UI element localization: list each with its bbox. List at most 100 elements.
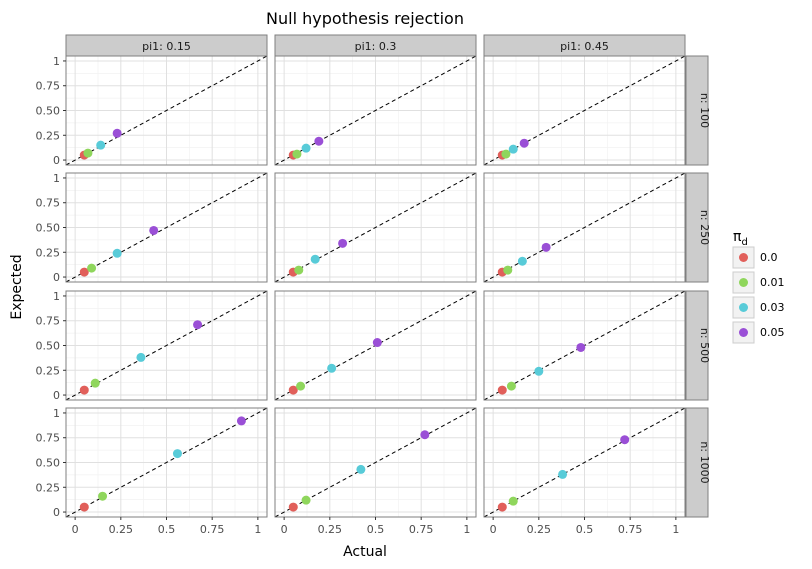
- data-point: [172, 449, 182, 459]
- data-point: [83, 148, 93, 158]
- facet-panel: 0 0.25 0.50 0.75 1: [36, 172, 268, 284]
- y-tick-label: 0.25: [36, 364, 61, 377]
- panel-border: [483, 172, 686, 283]
- data-point: [314, 136, 324, 146]
- y-tick-label: 0.50: [36, 340, 61, 353]
- legend-swatch: [739, 253, 748, 262]
- x-tick-label: 1: [672, 523, 679, 536]
- facet-panel: 0 0.25 0.5 0.75 1: [274, 407, 477, 536]
- x-axis-label: Actual: [343, 544, 387, 560]
- data-point: [508, 496, 518, 506]
- y-tick-label: 0.25: [36, 246, 61, 259]
- x-tick-label: 1: [254, 523, 261, 536]
- legend-label: 0.03: [760, 301, 785, 314]
- data-point: [98, 491, 108, 501]
- data-point: [497, 502, 507, 512]
- legend-title-main: π: [733, 229, 742, 245]
- panel-border: [274, 172, 477, 283]
- x-tick-label: 0.25: [318, 523, 343, 536]
- facet-panel: 0 0.25 0.50 0.75 1 0 0.25 0.5 0.75 1: [36, 407, 268, 536]
- row-strip-label: n: 1000: [698, 441, 711, 483]
- identity-reference-line: [483, 407, 686, 518]
- y-axis-label: Expected: [9, 254, 25, 319]
- facet-panel: [274, 55, 477, 166]
- facet-panel: [483, 55, 686, 166]
- data-point: [420, 430, 430, 440]
- data-point: [112, 128, 122, 138]
- legend-swatch: [739, 303, 748, 312]
- legend-label: 0.0: [760, 251, 778, 264]
- x-tick-label: 0.5: [367, 523, 385, 536]
- data-point: [292, 149, 302, 159]
- y-tick-label: 1: [53, 407, 60, 420]
- panel-border: [483, 55, 686, 166]
- data-point: [288, 385, 298, 395]
- x-tick-label: 0: [490, 523, 497, 536]
- identity-reference-line: [483, 172, 686, 283]
- data-point: [503, 265, 513, 275]
- y-tick-label: 1: [53, 172, 60, 185]
- chart-title: Null hypothesis rejection: [266, 9, 464, 28]
- data-point: [558, 469, 568, 479]
- x-tick-label: 0.75: [200, 523, 225, 536]
- data-point: [79, 385, 89, 395]
- data-point: [136, 352, 146, 362]
- x-tick-label: 0.25: [527, 523, 552, 536]
- row-strip: [685, 407, 709, 518]
- row-strip: [685, 290, 709, 401]
- data-point: [310, 254, 320, 264]
- data-point: [236, 416, 246, 426]
- data-point: [576, 342, 586, 352]
- facet-panel: 0 0.25 0.50 0.75 1: [36, 55, 268, 167]
- identity-reference-line: [483, 55, 686, 166]
- row-strip-label: n: 100: [698, 93, 711, 128]
- data-point: [301, 495, 311, 505]
- y-tick-label: 0: [53, 271, 60, 284]
- y-tick-label: 0: [53, 506, 60, 519]
- data-point: [301, 143, 311, 153]
- facet-panel: 0 0.25 0.5 0.75 1: [483, 407, 686, 536]
- legend-swatch: [739, 278, 748, 287]
- data-point: [356, 464, 366, 474]
- facet-panels: pi1: 0.15 pi1: 0.3 pi1: 0.45 n: 100 n: 250 n:…: [36, 34, 711, 536]
- data-point: [288, 502, 298, 512]
- data-point: [517, 256, 527, 266]
- data-point: [112, 248, 122, 258]
- y-tick-label: 0: [53, 389, 60, 402]
- y-tick-label: 0.25: [36, 481, 61, 494]
- facet-panel: [274, 290, 477, 401]
- row-strip: [685, 172, 709, 283]
- legend-title: πd: [733, 229, 748, 248]
- facet-panel: [483, 172, 686, 283]
- data-point: [79, 502, 89, 512]
- data-point: [296, 381, 306, 391]
- y-tick-label: 1: [53, 55, 60, 68]
- y-tick-label: 0: [53, 154, 60, 167]
- row-strip-label: n: 500: [698, 328, 711, 363]
- legend-label: 0.05: [760, 326, 785, 339]
- data-point: [372, 338, 382, 348]
- data-point: [294, 265, 304, 275]
- data-point: [519, 138, 529, 148]
- data-point: [90, 378, 100, 388]
- legend-swatch: [739, 328, 748, 337]
- x-tick-label: 0: [72, 523, 79, 536]
- panel-border: [483, 290, 686, 401]
- x-tick-label: 0: [281, 523, 288, 536]
- x-tick-label: 0.5: [158, 523, 176, 536]
- legend-title-subscript: d: [741, 237, 747, 248]
- identity-reference-line: [65, 172, 268, 283]
- x-tick-label: 1: [463, 523, 470, 536]
- data-point: [620, 435, 630, 445]
- identity-reference-line: [274, 172, 477, 283]
- data-point: [327, 363, 337, 373]
- data-point: [79, 267, 89, 277]
- x-tick-label: 0.25: [109, 523, 134, 536]
- y-tick-label: 0.75: [36, 197, 61, 210]
- data-point: [506, 381, 516, 391]
- panel-border: [274, 55, 477, 166]
- legend: πd 0.0 0.01 0.03 0.05: [732, 229, 785, 344]
- data-point: [508, 144, 518, 154]
- data-point: [193, 320, 203, 330]
